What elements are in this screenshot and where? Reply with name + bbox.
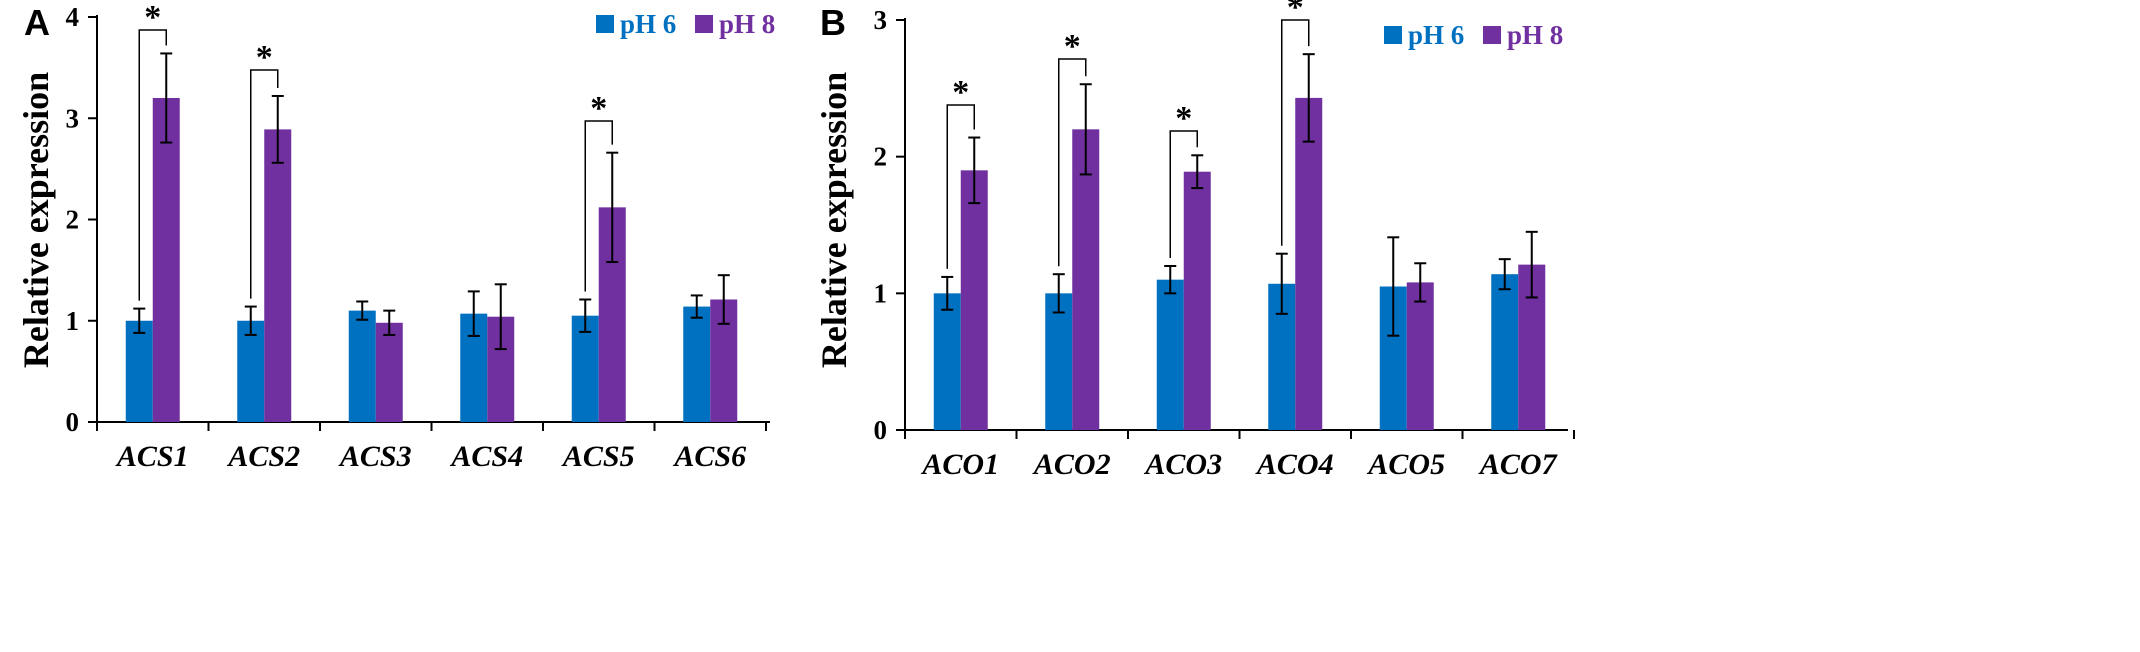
category-label: ACS6 (672, 440, 746, 473)
bar (933, 293, 961, 430)
y-axis-title: Relative expression (16, 72, 56, 368)
y-tick-label: 1 (874, 278, 888, 308)
bar (152, 98, 180, 422)
significance-star: * (1287, 0, 1304, 26)
bar (264, 129, 292, 422)
panel-b: B Relative expression 0 1 2 3 ACO1 ACO2 ACO3 ACO4… (814, 0, 1575, 481)
y-tick-label: 0 (66, 407, 80, 437)
significance-star: * (256, 39, 273, 76)
bar (237, 320, 265, 422)
significance-bracket (138, 29, 167, 301)
legend-swatch (695, 15, 713, 33)
significance-bracket (1281, 19, 1310, 246)
bar (571, 315, 599, 422)
category-label: ACS5 (561, 440, 635, 473)
significance-bracket (250, 69, 279, 299)
significance-star: * (1064, 28, 1081, 65)
significance-star: * (1175, 100, 1192, 137)
category-label: ACS1 (115, 440, 189, 473)
legend-label: pH 6 (620, 9, 676, 39)
panel-label: B (820, 2, 846, 43)
bar (348, 310, 376, 422)
significance-bracket (946, 104, 975, 269)
bar (1491, 274, 1519, 430)
bar (1156, 279, 1184, 430)
panel-a: A Relative expression 0 1 2 3 4 ACS1 ACS2 ACS3 ACS… (16, 0, 775, 473)
legend-label: pH 8 (1507, 20, 1563, 50)
category-label: ACO1 (920, 448, 999, 481)
y-tick-label: 2 (66, 205, 80, 235)
y-tick-label: 3 (66, 103, 80, 133)
category-label: ACO2 (1032, 448, 1111, 481)
y-tick-label: 1 (66, 306, 80, 336)
significance-bracket (584, 120, 613, 292)
legend-label: pH 6 (1408, 20, 1464, 50)
legend-swatch (1384, 26, 1402, 44)
bar (375, 322, 403, 422)
y-tick-label: 3 (874, 5, 888, 35)
category-label: ACS2 (226, 440, 300, 473)
bar (125, 320, 153, 422)
bar (1406, 282, 1434, 430)
category-label: ACO3 (1143, 448, 1222, 481)
bar (1295, 97, 1323, 431)
category-label: ACS3 (338, 440, 412, 473)
category-label: ACO5 (1366, 448, 1445, 481)
significance-bracket (1058, 58, 1087, 267)
significance-bracket (1169, 130, 1198, 258)
category-label: ACS4 (449, 440, 523, 473)
y-tick-label: 0 (874, 415, 888, 445)
bar (683, 306, 711, 422)
significance-star: * (590, 90, 607, 127)
bar (960, 170, 988, 431)
legend-swatch (596, 15, 614, 33)
y-axis-title: Relative expression (814, 72, 854, 368)
significance-star: * (144, 0, 161, 36)
bar (1183, 171, 1211, 430)
category-label: ACO7 (1478, 448, 1558, 481)
legend-label: pH 8 (719, 9, 775, 39)
significance-star: * (952, 74, 969, 111)
legend-swatch (1483, 26, 1501, 44)
panel-label: A (24, 2, 50, 43)
category-label: ACO4 (1255, 448, 1334, 481)
bar (1072, 129, 1100, 431)
bar (1045, 293, 1073, 430)
y-tick-label: 2 (874, 142, 888, 172)
y-tick-label: 4 (66, 2, 80, 32)
